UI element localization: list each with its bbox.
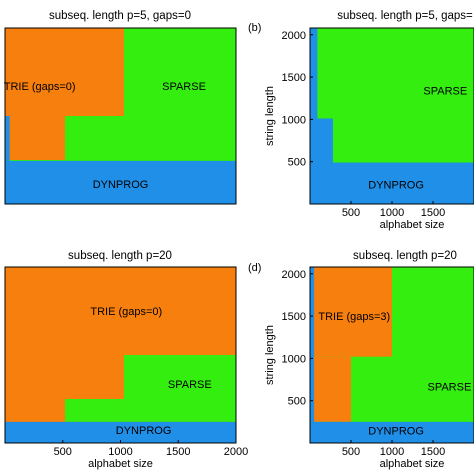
region-trie bbox=[310, 356, 351, 422]
region-dynprog bbox=[310, 118, 333, 163]
region-trie bbox=[5, 28, 124, 116]
x-tick-label: 1500 bbox=[166, 446, 190, 458]
region-label: DYNPROG bbox=[93, 179, 149, 191]
plot-frame bbox=[309, 27, 474, 205]
region-label: SPARSE bbox=[162, 81, 206, 93]
region-label: TRIE (gaps=0) bbox=[4, 81, 76, 93]
x-axis-label: alphabet size bbox=[380, 458, 445, 470]
region-dynprog bbox=[5, 160, 236, 204]
plot-area bbox=[5, 267, 236, 443]
x-tick-label: 1000 bbox=[108, 446, 132, 458]
chart-title: subseq. length p=20 bbox=[353, 250, 457, 262]
region-dynprog bbox=[310, 28, 318, 119]
x-tick-label: 2000 bbox=[224, 446, 248, 458]
x-tick-label: 500 bbox=[342, 207, 360, 219]
y-tick-label: 2000 bbox=[282, 30, 306, 42]
x-tick-label: 500 bbox=[54, 446, 72, 458]
x-tick-label: 1000 bbox=[380, 446, 404, 458]
region-trie bbox=[310, 267, 392, 357]
panel-label: (b) bbox=[248, 22, 261, 34]
y-tick-label: 2000 bbox=[282, 269, 306, 281]
chart-title: subseq. length p=20 bbox=[68, 250, 172, 262]
x-tick-label: 1000 bbox=[380, 207, 404, 219]
plot-area bbox=[5, 28, 236, 204]
panel-label: (d) bbox=[248, 262, 261, 274]
region-sparse bbox=[123, 355, 236, 422]
plot-frame bbox=[309, 266, 474, 444]
chart-panel-b: SPARSE DYNPROG subseq. length p=5, gaps= (b… bbox=[248, 10, 474, 231]
y-tick-label: 500 bbox=[288, 157, 306, 169]
region-label: DYNPROG bbox=[368, 180, 424, 192]
plot-area bbox=[310, 28, 474, 204]
chart-panel-c: TRIE (gaps=0) SPARSE DYNPROG subseq. length… bbox=[4, 250, 248, 470]
region-dynprog bbox=[5, 421, 236, 443]
y-axis-label: string length bbox=[264, 86, 276, 146]
y-tick-label: 1000 bbox=[282, 114, 306, 126]
x-axis-label: alphabet size bbox=[380, 219, 445, 231]
region-trie bbox=[5, 116, 66, 160]
x-tick-label: 1500 bbox=[421, 207, 445, 219]
chart-title: subseq. length p=5, gaps=0 bbox=[49, 10, 191, 22]
region-dynprog bbox=[310, 267, 315, 422]
plot-frame bbox=[4, 266, 237, 444]
region-sparse bbox=[65, 399, 124, 422]
region-label: SPARSE bbox=[427, 381, 471, 393]
region-dynprog bbox=[5, 116, 10, 161]
plot-area bbox=[310, 267, 474, 443]
plot-frame bbox=[4, 27, 237, 205]
y-tick-label: 1500 bbox=[282, 72, 306, 84]
y-axis-label: string length bbox=[264, 325, 276, 385]
x-axis-label: alphabet size bbox=[88, 458, 153, 470]
chart-title: subseq. length p=5, gaps= bbox=[337, 10, 473, 22]
region-dynprog bbox=[310, 162, 474, 204]
region-label: DYNPROG bbox=[116, 425, 172, 437]
region-label: TRIE (gaps=3) bbox=[318, 311, 390, 323]
y-tick-label: 500 bbox=[288, 396, 306, 408]
region-label: TRIE (gaps=0) bbox=[90, 306, 162, 318]
x-tick-label: 1500 bbox=[421, 446, 445, 458]
chart-panel-a: TRIE (gaps=0) SPARSE DYNPROG subseq. length… bbox=[4, 10, 237, 205]
region-label: SPARSE bbox=[168, 379, 212, 391]
region-dynprog bbox=[310, 421, 474, 443]
y-tick-label: 1500 bbox=[282, 311, 306, 323]
y-tick-label: 1000 bbox=[282, 353, 306, 365]
region-label: SPARSE bbox=[423, 86, 467, 98]
x-tick-label: 500 bbox=[342, 446, 360, 458]
chart-panel-d: TRIE (gaps=3) SPARSE DYNPROG subseq. length… bbox=[248, 250, 474, 470]
region-label: DYNPROG bbox=[368, 425, 424, 437]
